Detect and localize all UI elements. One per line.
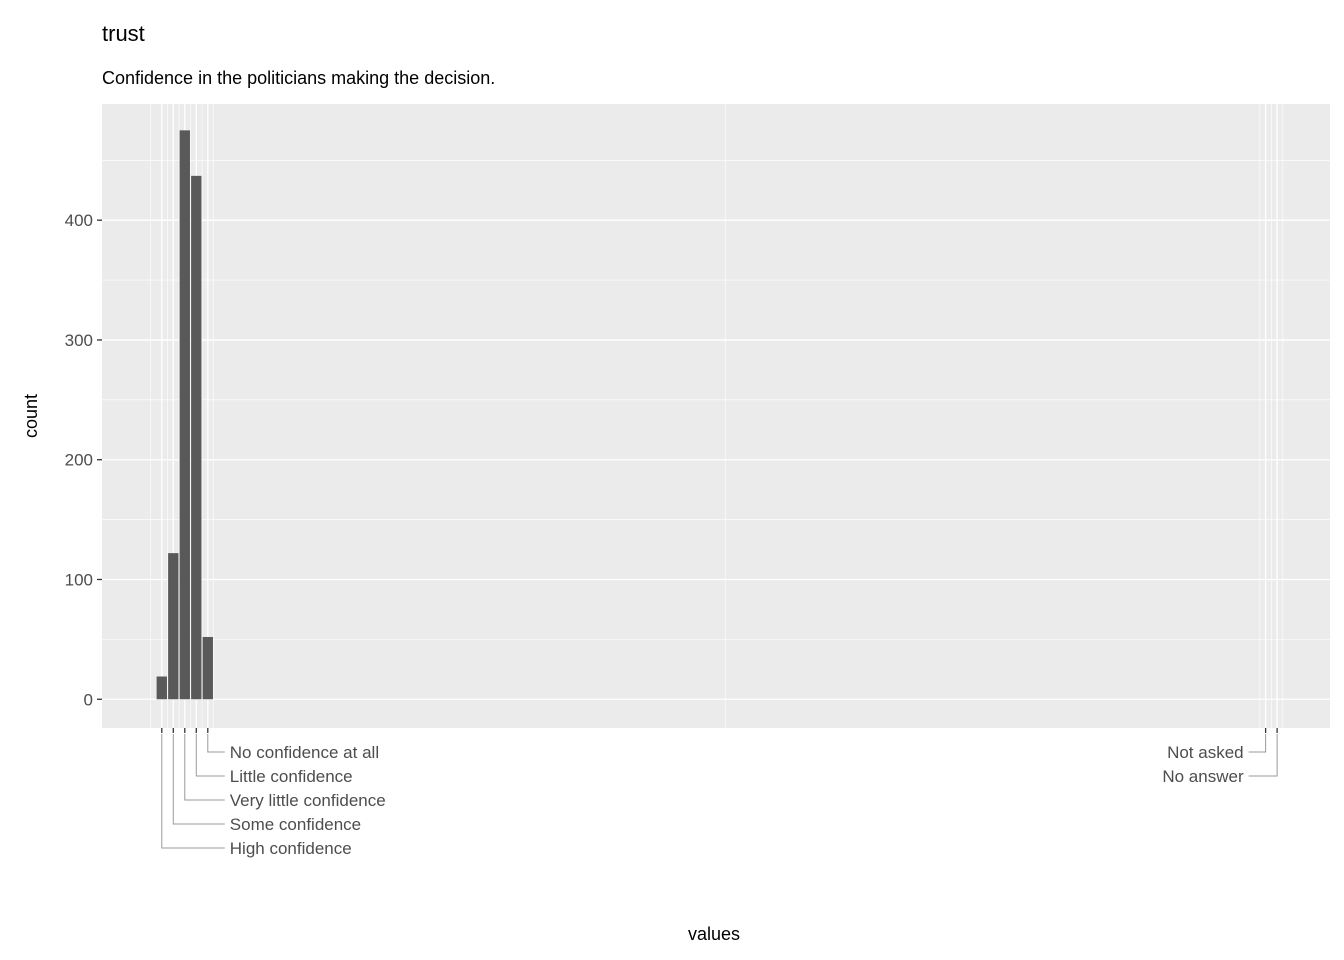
chart-title: trust xyxy=(102,21,145,46)
x-axis-label: values xyxy=(688,924,740,944)
x-tick-label: No confidence at all xyxy=(230,743,379,762)
x-tick-leader xyxy=(184,734,225,801)
x-tick-label: Little confidence xyxy=(230,767,353,786)
plot-panel xyxy=(102,104,1330,728)
histogram-bar xyxy=(156,676,167,700)
x-tick-leader xyxy=(207,734,225,753)
y-tick-label: 0 xyxy=(84,690,93,709)
histogram-bar xyxy=(179,130,190,700)
x-tick-label: Not asked xyxy=(1167,743,1244,762)
x-tick-leader xyxy=(161,734,225,849)
y-tick-label: 400 xyxy=(65,211,93,230)
x-tick-leader xyxy=(195,734,225,777)
y-tick-label: 100 xyxy=(65,570,93,589)
x-tick-leader xyxy=(172,734,225,825)
y-tick-label: 300 xyxy=(65,331,93,350)
y-tick-label: 200 xyxy=(65,451,93,470)
x-tick-label: High confidence xyxy=(230,839,352,858)
y-axis-label: count xyxy=(21,394,41,438)
chart-subtitle: Confidence in the politicians making the… xyxy=(102,68,495,88)
x-tick-label: Some confidence xyxy=(230,815,361,834)
x-tick-leader xyxy=(1248,734,1267,753)
x-tick-label: Very little confidence xyxy=(230,791,386,810)
histogram-bar xyxy=(168,553,179,700)
x-tick-leader xyxy=(1248,734,1278,777)
histogram-bar xyxy=(202,636,213,700)
histogram-bar xyxy=(191,175,202,700)
x-tick-label: No answer xyxy=(1162,767,1244,786)
